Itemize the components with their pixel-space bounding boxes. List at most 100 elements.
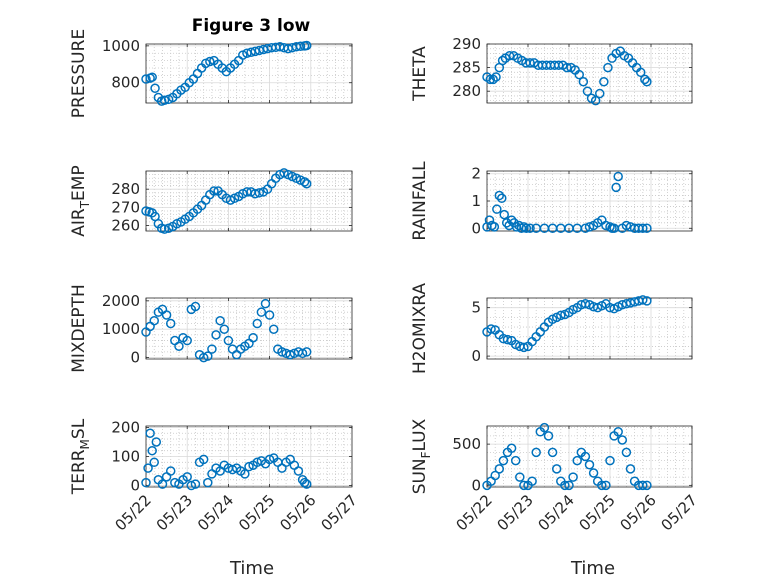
data-point: [165, 466, 176, 476]
data-point: [198, 454, 209, 465]
x-tick-label: 05/26: [617, 491, 660, 534]
data-point: [502, 334, 513, 345]
data-point: [504, 51, 515, 61]
data-point: [625, 464, 636, 474]
y-tick-label: 0: [130, 349, 140, 367]
data-point: [151, 437, 162, 447]
data-point: [621, 220, 632, 231]
data-point: [141, 74, 151, 84]
x-tick-label: 05/22: [453, 491, 496, 534]
y-axis-label-air-temp: AIRTEMP: [69, 165, 92, 236]
data-point: [207, 344, 217, 354]
series-theta: [482, 46, 652, 106]
data-point: [293, 466, 304, 476]
series-sun-flux: [482, 422, 652, 491]
data-point: [486, 324, 496, 334]
data-point: [519, 342, 529, 353]
y-tick-label: 0: [471, 219, 481, 237]
data-point: [613, 427, 623, 437]
data-point: [190, 301, 201, 312]
data-point: [499, 209, 509, 220]
data-point: [182, 335, 192, 346]
y-tick-label: 0: [130, 477, 140, 495]
y-axis-label-mixdepth: MIXDEPTH: [69, 284, 89, 373]
data-point: [605, 455, 615, 466]
data-point: [141, 477, 151, 488]
data-point: [562, 62, 572, 73]
y-tick-label: 270: [111, 198, 140, 216]
data-point: [489, 222, 500, 232]
data-point: [539, 422, 550, 433]
data-point: [147, 445, 157, 456]
x-axis-label-left: Time: [229, 558, 274, 579]
data-point: [490, 470, 500, 481]
y-tick-label: 500: [452, 435, 481, 453]
data-point: [159, 224, 170, 234]
data-point: [209, 186, 219, 196]
data-point: [297, 348, 308, 359]
data-point: [582, 86, 593, 96]
data-point: [174, 341, 184, 351]
data-point: [519, 480, 529, 491]
data-point: [638, 295, 648, 305]
data-point: [525, 223, 535, 234]
y-tick-label: 2: [471, 165, 481, 183]
panel-theta: 280 285 290 THETA: [410, 35, 693, 106]
y-tick-label: 260: [111, 217, 140, 235]
data-point: [494, 464, 505, 474]
data-point: [157, 479, 168, 489]
data-point: [568, 472, 578, 482]
data-point: [161, 310, 172, 320]
data-point: [198, 352, 209, 363]
data-point: [638, 480, 648, 491]
data-point: [521, 223, 532, 234]
data-point: [301, 178, 312, 189]
data-point: [506, 443, 517, 454]
data-point: [497, 55, 508, 66]
axes-box-air-temp: [145, 170, 353, 232]
y-tick-label: 200: [111, 418, 140, 436]
data-point: [203, 477, 213, 488]
data-point: [515, 472, 525, 482]
data-point: [149, 457, 159, 468]
x-tick-label: 05/27: [318, 491, 361, 534]
data-point: [215, 315, 225, 326]
data-point: [588, 468, 599, 478]
data-point: [580, 451, 591, 462]
data-point: [182, 472, 192, 482]
data-point: [485, 74, 496, 85]
x-tick-label: 05/24: [535, 491, 578, 534]
series-mixdepth: [141, 298, 312, 363]
grid-air-temp: [146, 171, 352, 231]
data-point: [264, 310, 275, 320]
grid-rainfall: [487, 171, 692, 231]
data-point: [636, 67, 646, 78]
y-tick-label: 0: [471, 476, 481, 494]
axes-box-pressure: [145, 43, 353, 104]
data-point: [497, 193, 507, 204]
data-point: [211, 330, 221, 340]
data-point: [611, 182, 621, 193]
axes-box-sun-flux: [486, 425, 693, 488]
data-point: [244, 461, 254, 472]
y-axis-label-theta: THETA: [410, 46, 430, 102]
grid-pressure: [146, 44, 352, 103]
data-point: [543, 431, 554, 441]
data-point: [203, 351, 213, 361]
data-point: [301, 479, 312, 489]
data-point: [254, 188, 265, 198]
y-tick-label: 280: [111, 180, 140, 198]
data-point: [580, 223, 591, 234]
x-tick-label: 05/23: [494, 491, 537, 534]
y-tick-label: 2000: [102, 292, 140, 310]
data-point: [240, 469, 250, 479]
data-point: [642, 223, 652, 234]
data-point: [484, 215, 495, 225]
data-point: [205, 56, 215, 67]
data-point: [260, 298, 271, 309]
y-tick-label: 5: [471, 299, 481, 317]
